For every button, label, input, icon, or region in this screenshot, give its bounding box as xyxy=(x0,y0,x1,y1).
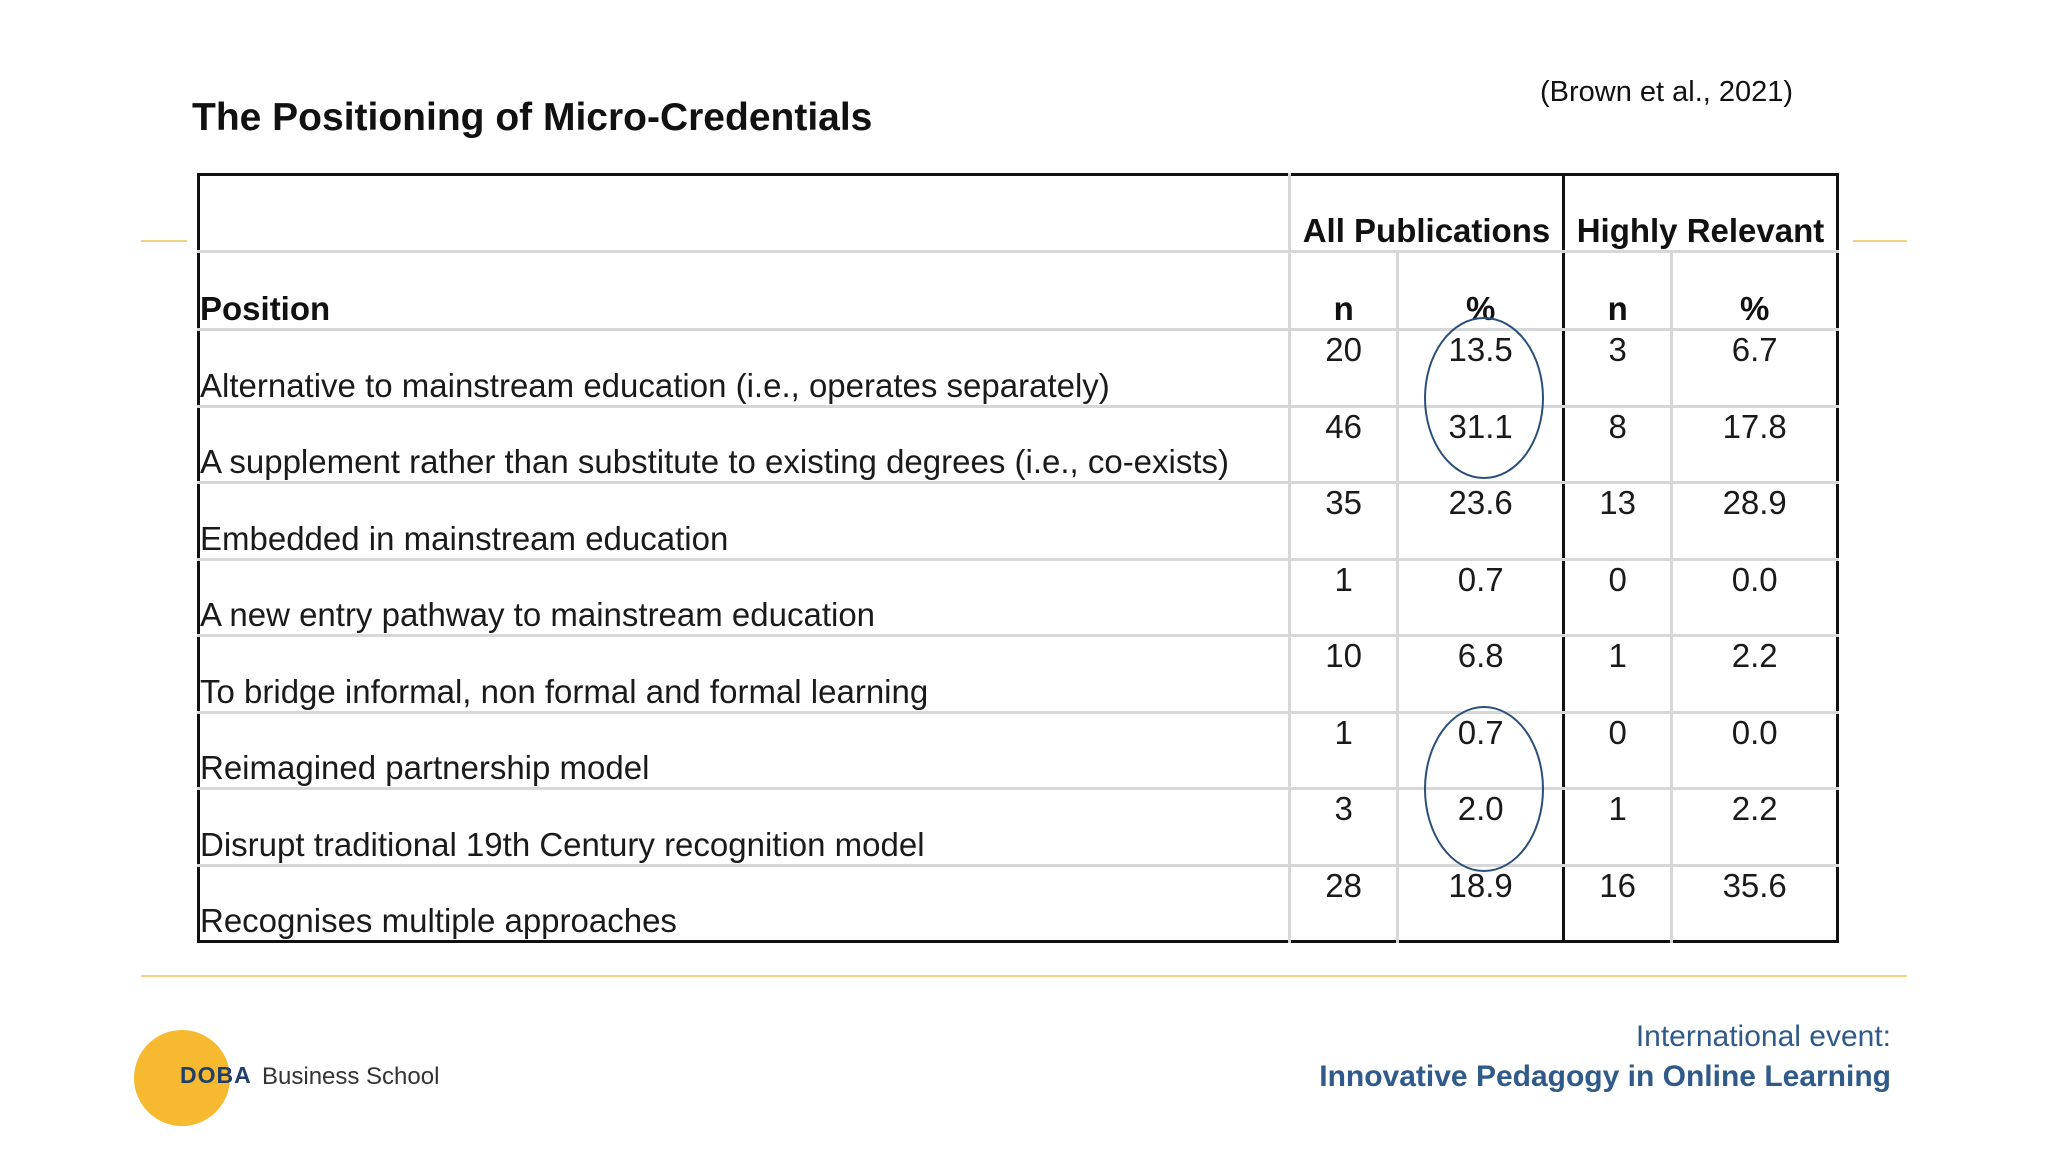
divider-bottom xyxy=(141,975,1907,977)
table-row: Recognises multiple approaches 28 18.9 1… xyxy=(198,865,1838,942)
cell-n-highly: 1 xyxy=(1563,635,1674,714)
row-label: Embedded in mainstream education xyxy=(198,482,1291,561)
highlight-circle-top xyxy=(1424,317,1544,479)
highlight-circle-bottom xyxy=(1424,706,1544,872)
cell-percent-highly: 17.8 xyxy=(1671,406,1838,484)
cell-n-highly: 16 xyxy=(1563,865,1674,942)
cell-n-highly: 0 xyxy=(1563,712,1674,790)
divider-left-top xyxy=(141,240,187,242)
cell-n-all: 46 xyxy=(1289,406,1400,484)
slide-title: The Positioning of Micro-Credentials xyxy=(192,96,873,139)
cell-n-all: 1 xyxy=(1289,712,1400,790)
row-label: Reimagined partnership model xyxy=(198,712,1291,790)
cell-percent-all: 18.9 xyxy=(1397,865,1565,942)
cell-n-all: 10 xyxy=(1289,635,1400,714)
cell-percent-highly: 2.2 xyxy=(1671,635,1838,714)
row-label: Alternative to mainstream education (i.e… xyxy=(198,329,1291,408)
cell-percent-highly: 35.6 xyxy=(1722,866,1787,904)
cell-n-all: 20 xyxy=(1289,329,1400,408)
cell-percent-all: 23.6 xyxy=(1397,482,1565,561)
cell-percent-highly: 6.7 xyxy=(1671,329,1838,408)
table-row: Embedded in mainstream education 35 23.6… xyxy=(198,482,1838,561)
all-publications-header: All Publications xyxy=(1289,174,1565,253)
logo-mark: DOBA xyxy=(180,1062,252,1088)
row-label: Disrupt traditional 19th Century recogni… xyxy=(198,788,1291,867)
divider-right-top xyxy=(1853,240,1907,242)
cell-n-all: 1 xyxy=(1289,559,1400,637)
cell-n-all: 3 xyxy=(1289,788,1400,867)
row-label: A supplement rather than substitute to e… xyxy=(198,406,1291,484)
cell-percent-highly: 2.2 xyxy=(1671,788,1838,867)
row-label: A new entry pathway to mainstream educat… xyxy=(198,559,1291,637)
event-label: International event: xyxy=(1635,1020,1891,1053)
table-group-header-row: All Publications Highly Relevant xyxy=(198,174,1838,253)
cell-n-highly: 8 xyxy=(1563,406,1674,484)
cell-n-highly: 13 xyxy=(1563,482,1674,561)
cell-n-all: 35 xyxy=(1289,482,1400,561)
logo-circle-icon xyxy=(134,1030,230,1126)
percent-header-highly: % xyxy=(1671,251,1838,331)
cell-percent-highly: 0.0 xyxy=(1671,559,1838,637)
cell-percent-all: 6.8 xyxy=(1397,635,1565,714)
positioning-table: All Publications Highly Relevant Positio… xyxy=(197,173,1839,943)
highly-relevant-header: Highly Relevant xyxy=(1563,174,1838,253)
table-row: Alternative to mainstream education (i.e… xyxy=(198,329,1838,408)
row-label: To bridge informal, non formal and forma… xyxy=(198,635,1291,714)
table-row: Reimagined partnership model 1 0.7 0 0.0 xyxy=(198,712,1838,790)
table-row: A new entry pathway to mainstream educat… xyxy=(198,559,1838,637)
citation: (Brown et al., 2021) xyxy=(1540,76,1794,108)
logo-subtitle: Business School xyxy=(262,1063,440,1090)
event-title: Innovative Pedagogy in Online Learning xyxy=(1319,1060,1891,1093)
table-row: To bridge informal, non formal and forma… xyxy=(198,635,1838,714)
cell-n-all: 28 xyxy=(1289,865,1400,942)
row-label: Recognises multiple approaches xyxy=(198,865,1291,942)
blank-header-cell xyxy=(198,174,1291,253)
cell-n-highly: 1 xyxy=(1563,788,1674,867)
positioning-table-wrapper: All Publications Highly Relevant Positio… xyxy=(197,173,1839,943)
table-sub-header-row: Position n % n % xyxy=(198,251,1838,331)
cell-n-highly: 0 xyxy=(1563,559,1674,637)
position-header: Position xyxy=(198,251,1291,331)
cell-n-highly: 3 xyxy=(1563,329,1674,408)
cell-percent-highly: 28.9 xyxy=(1671,482,1838,561)
n-header-all: n xyxy=(1289,251,1400,331)
table-row: Disrupt traditional 19th Century recogni… xyxy=(198,788,1838,867)
cell-percent-highly: 0.0 xyxy=(1671,712,1838,790)
cell-percent-all: 0.7 xyxy=(1397,559,1565,637)
n-header-highly: n xyxy=(1563,251,1674,331)
table-row: A supplement rather than substitute to e… xyxy=(198,406,1838,484)
